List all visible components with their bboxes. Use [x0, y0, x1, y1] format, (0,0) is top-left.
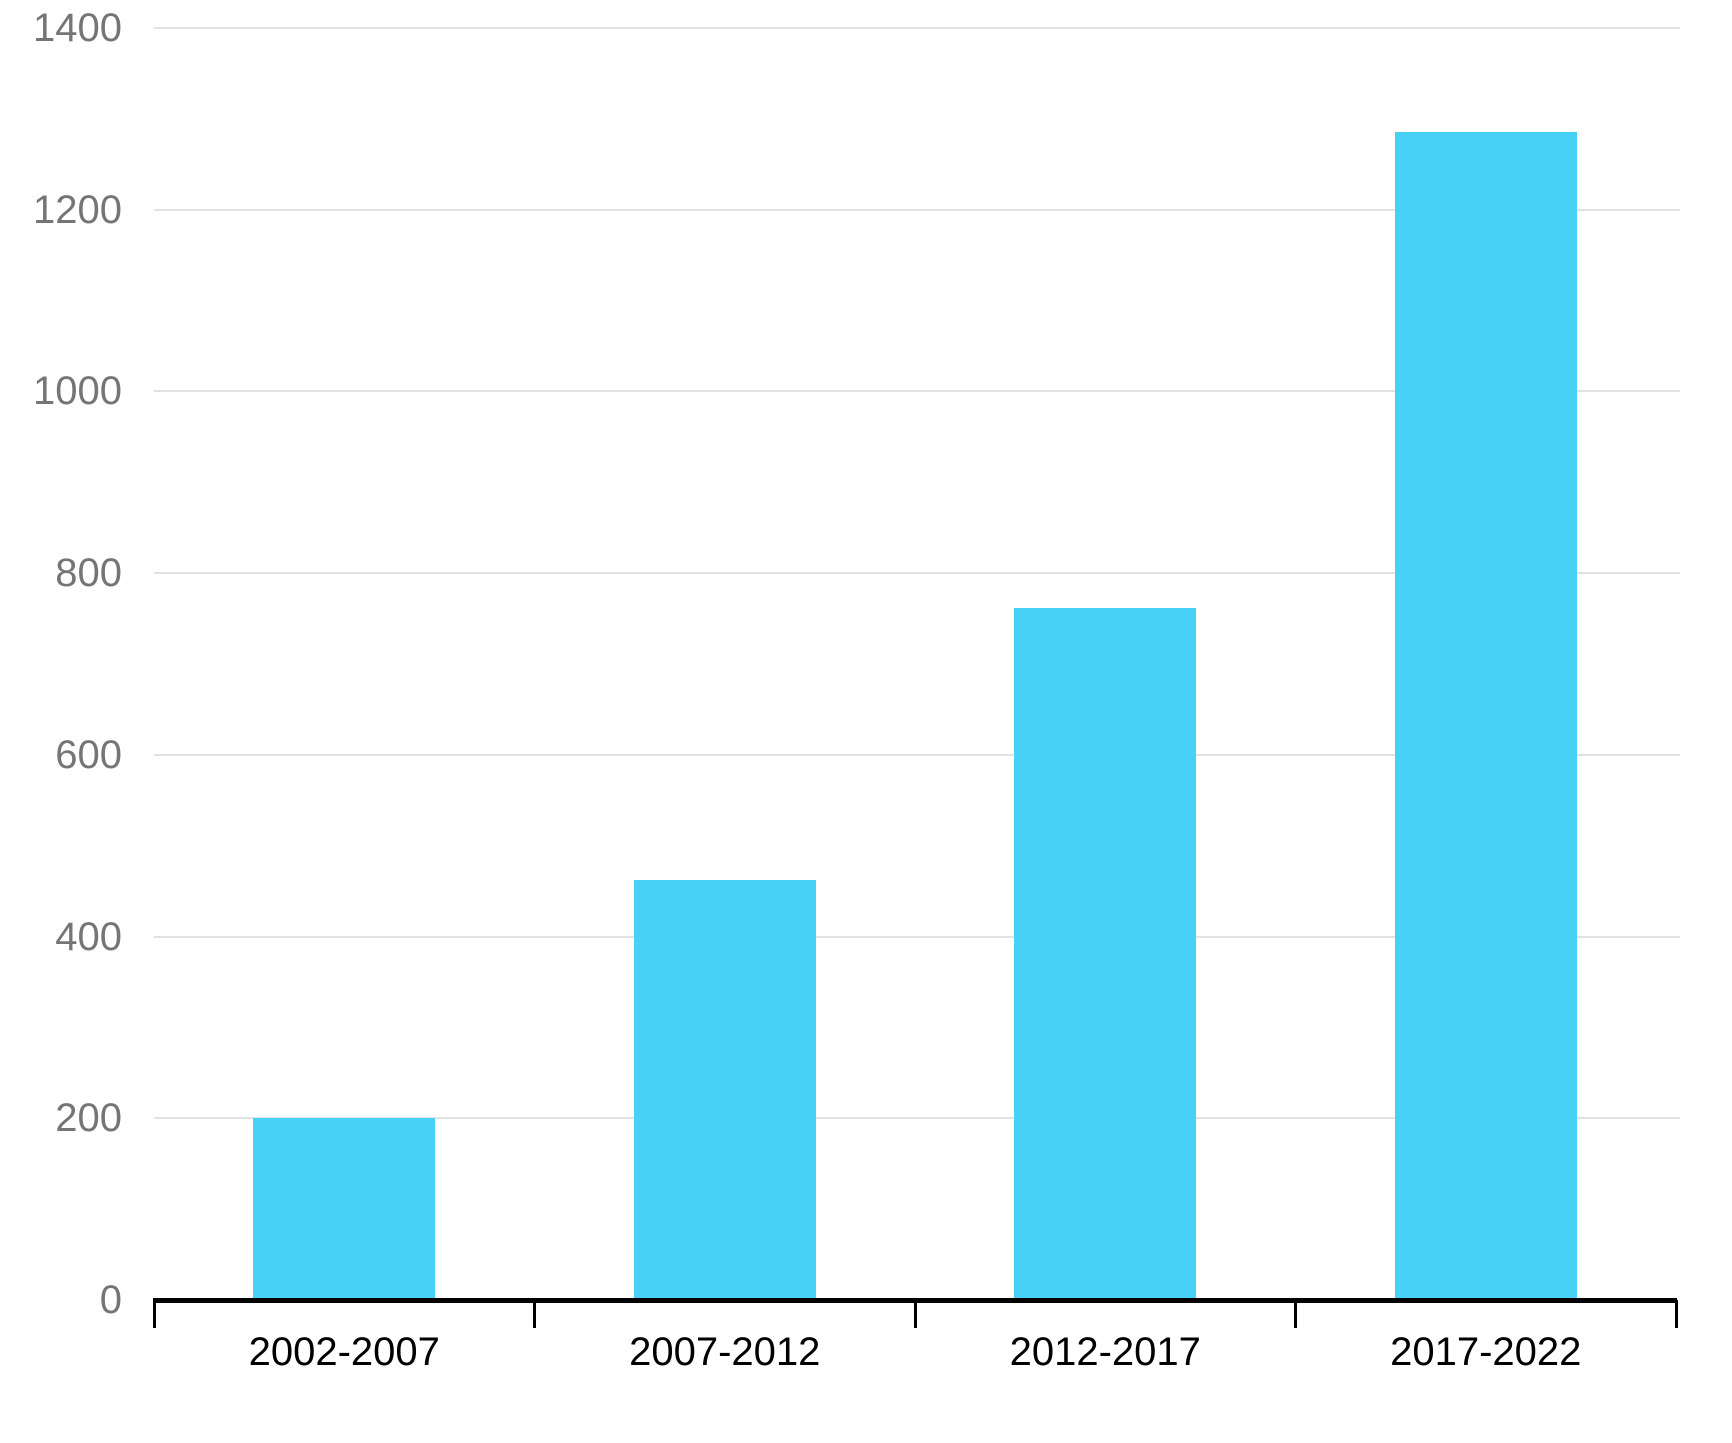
y-axis-tick-label: 600	[55, 732, 122, 777]
y-axis-tick-label: 400	[55, 914, 122, 959]
bar	[253, 1118, 436, 1300]
x-axis-tick	[1294, 1300, 1297, 1328]
y-axis-tick-label: 0	[99, 1278, 122, 1322]
bar	[633, 880, 816, 1300]
x-axis-tick	[1674, 1300, 1678, 1328]
bar	[1014, 607, 1197, 1300]
x-axis-label: 2012-2017	[1009, 1330, 1201, 1374]
x-axis-tick	[533, 1300, 536, 1328]
gridline	[154, 390, 1680, 393]
y-axis-tick-label: 1200	[33, 187, 122, 232]
gridline	[154, 27, 1680, 29]
gridline	[154, 208, 1680, 211]
x-axis-label: 2007-2012	[629, 1330, 821, 1374]
y-axis-tick-label: 1400	[33, 6, 122, 50]
x-axis-tick	[152, 1300, 156, 1328]
x-axis-tick	[913, 1300, 917, 1328]
gridline	[154, 572, 1680, 575]
y-axis-tick-label: 1000	[33, 369, 122, 414]
x-axis-label: 2002-2007	[248, 1330, 440, 1374]
y-axis-tick-label: 200	[55, 1096, 122, 1141]
y-axis-tick-label: 800	[55, 551, 122, 596]
x-axis-label: 2017-2022	[1390, 1330, 1582, 1374]
bar	[1394, 132, 1577, 1300]
gridline	[154, 935, 1680, 938]
gridline	[154, 1117, 1680, 1120]
gridline	[154, 753, 1680, 756]
